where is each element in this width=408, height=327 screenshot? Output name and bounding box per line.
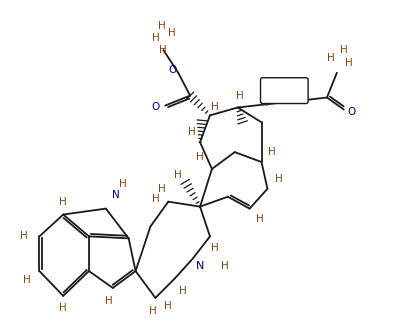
FancyBboxPatch shape xyxy=(261,78,308,104)
Text: H: H xyxy=(164,301,172,311)
Text: H: H xyxy=(196,152,204,162)
Text: H: H xyxy=(179,286,187,296)
Text: H: H xyxy=(221,261,229,271)
Text: H: H xyxy=(149,306,156,316)
Text: H: H xyxy=(151,194,159,204)
Text: H: H xyxy=(327,53,335,63)
Text: H: H xyxy=(158,21,166,31)
Text: H: H xyxy=(340,45,348,55)
Text: H: H xyxy=(268,147,275,157)
Text: O: O xyxy=(348,108,356,117)
Text: AcOs: AcOs xyxy=(273,85,296,94)
Text: H: H xyxy=(105,296,113,306)
Text: H: H xyxy=(59,197,67,207)
Text: H: H xyxy=(211,243,219,253)
Text: O: O xyxy=(151,102,160,112)
Text: H: H xyxy=(256,214,264,224)
Text: H: H xyxy=(275,174,283,184)
Text: H: H xyxy=(59,303,67,313)
Text: H: H xyxy=(158,184,166,194)
Text: H: H xyxy=(188,127,196,137)
Text: H: H xyxy=(23,275,30,285)
Text: H: H xyxy=(119,179,126,189)
Text: H: H xyxy=(160,45,167,55)
Text: H: H xyxy=(20,232,27,241)
Text: H: H xyxy=(236,91,244,101)
Text: O: O xyxy=(168,65,176,75)
Text: H: H xyxy=(345,58,353,68)
Text: H: H xyxy=(211,102,219,112)
Text: N: N xyxy=(112,190,120,200)
Text: H: H xyxy=(261,97,268,108)
Text: H: H xyxy=(169,28,176,38)
Text: N: N xyxy=(196,261,204,271)
Text: H: H xyxy=(151,33,159,43)
Text: H: H xyxy=(174,170,182,180)
